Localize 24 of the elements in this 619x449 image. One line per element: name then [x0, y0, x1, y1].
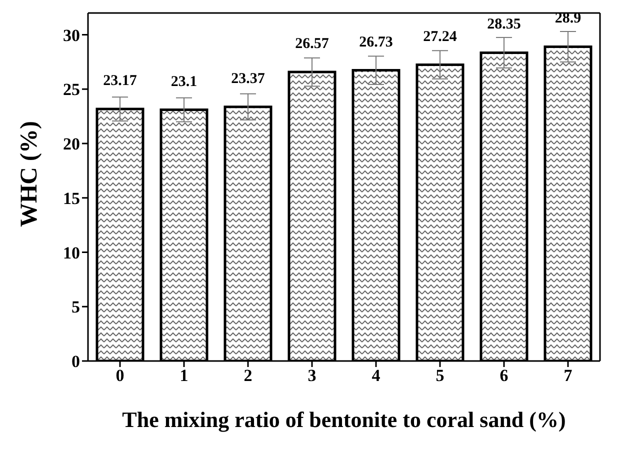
- x-tick-label: 4: [372, 366, 381, 386]
- data-label: 28.35: [487, 16, 521, 33]
- y-tick-label: 30: [63, 26, 80, 45]
- data-label: 23.1: [170, 74, 198, 90]
- y-tick-label: 15: [63, 188, 80, 208]
- data-label: 23.17: [103, 73, 138, 90]
- data-label: 23.37: [231, 70, 266, 87]
- y-axis-title: WHC (%): [16, 121, 43, 227]
- x-tick-label: 3: [308, 366, 316, 386]
- y-tick-label: 0: [72, 352, 80, 372]
- x-tick-label: 6: [500, 366, 508, 386]
- x-tick-label: 5: [436, 366, 444, 386]
- data-label: 26.57: [295, 36, 330, 52]
- y-tick-label: 25: [63, 80, 80, 100]
- y-tick-label: 10: [63, 243, 80, 262]
- y-tick-label: 5: [72, 298, 80, 317]
- x-tick-label: 7: [564, 366, 573, 386]
- x-axis-title: The mixing ratio of bentonite to coral sand (%): [122, 407, 566, 432]
- data-label: 26.73: [359, 34, 393, 50]
- x-tick-label: 0: [116, 366, 124, 386]
- x-tick-label: 2: [244, 366, 252, 386]
- data-label: 27.24: [423, 28, 458, 45]
- x-tick-label: 1: [180, 366, 188, 386]
- y-tick-label: 20: [63, 134, 80, 154]
